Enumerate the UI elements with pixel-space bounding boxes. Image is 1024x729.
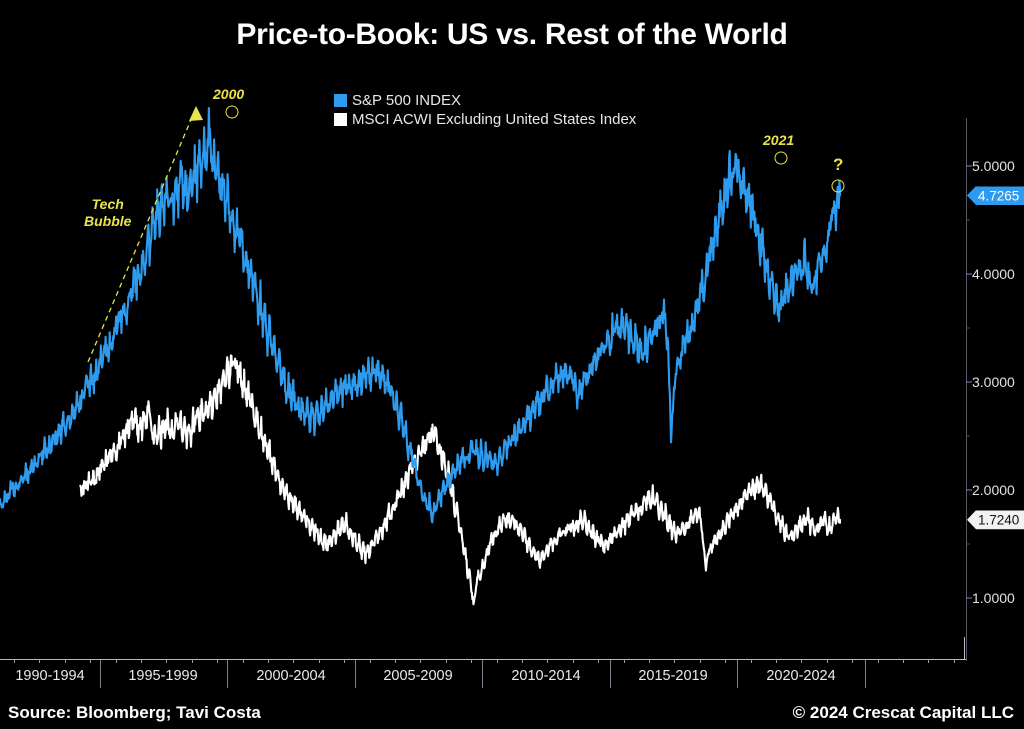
tech-bubble-line2: Bubble bbox=[84, 213, 132, 229]
x-tick-minor bbox=[903, 659, 904, 663]
sp500-current-value: 4.7265 bbox=[967, 186, 1024, 206]
x-tick-minor bbox=[293, 659, 295, 663]
x-tick-minor bbox=[522, 659, 523, 663]
x-tick-minor bbox=[318, 659, 320, 663]
x-axis-label-4: 2010-2014 bbox=[511, 668, 581, 684]
x-tick-minor bbox=[268, 659, 269, 663]
x-tick-minor bbox=[90, 659, 92, 663]
y-tick-mark bbox=[966, 273, 972, 275]
x-tick-minor bbox=[115, 659, 117, 663]
x-tick-minor bbox=[674, 659, 676, 663]
tech-bubble-annotation: Tech Bubble bbox=[84, 196, 131, 230]
x-axis-separator bbox=[865, 660, 866, 688]
x-axis-separator bbox=[355, 660, 356, 688]
x-tick-minor bbox=[39, 659, 41, 663]
series-line-acwi-ex-us bbox=[79, 354, 842, 606]
x-axis-separator bbox=[610, 660, 611, 688]
x-axis-separator bbox=[737, 660, 738, 688]
x-tick-minor bbox=[344, 659, 346, 663]
question-mark-label: ? bbox=[833, 155, 844, 174]
x-tick-minor bbox=[395, 659, 396, 663]
x-tick-minor bbox=[64, 659, 66, 663]
year-2000-label: 2000 bbox=[213, 86, 245, 102]
x-axis-separator bbox=[482, 660, 483, 688]
x-axis-label-3: 2005-2009 bbox=[383, 668, 453, 684]
year-2000-marker-icon bbox=[225, 105, 239, 119]
x-tick-minor bbox=[649, 659, 650, 663]
x-tick-minor bbox=[953, 659, 955, 663]
x-tick-minor bbox=[623, 659, 625, 663]
legend-label-sp500: S&P 500 INDEX bbox=[352, 92, 461, 109]
acwi-ex-us-current-value: 1.7240 bbox=[967, 510, 1024, 530]
legend-swatch-sp500 bbox=[334, 94, 347, 107]
y-tick-label: 3.0000 bbox=[972, 374, 1015, 390]
x-tick-minor bbox=[242, 659, 244, 663]
x-tick-minor bbox=[776, 659, 777, 663]
y-tick-label: 5.0000 bbox=[972, 158, 1015, 174]
y-axis-line bbox=[966, 118, 967, 661]
x-axis-separator bbox=[100, 660, 101, 688]
year-2021-label: 2021 bbox=[763, 132, 795, 148]
x-axis-line bbox=[0, 659, 966, 661]
x-tick-minor bbox=[877, 659, 879, 663]
x-axis: 1990-1994 1995-1999 2000-2004 2005-2009 2010… bbox=[0, 637, 984, 705]
x-axis-label-2: 2000-2004 bbox=[256, 668, 326, 684]
x-tick-minor bbox=[725, 659, 727, 663]
y-tick-mark bbox=[966, 165, 972, 167]
x-tick-minor bbox=[14, 659, 15, 663]
year-2021-marker-icon bbox=[774, 151, 788, 165]
plot-area bbox=[0, 107, 842, 606]
x-tick-minor bbox=[826, 659, 828, 663]
x-tick-minor bbox=[141, 659, 142, 663]
source-caption: Source: Bloomberg; Tavi Costa bbox=[8, 703, 261, 722]
y-axis: 1.0000 2.0000 3.0000 4.0000 5.0000 4.7265 1.7… bbox=[966, 0, 1024, 661]
legend-label-acwi-ex-us: MSCI ACWI Excluding United States Index bbox=[352, 111, 637, 128]
y-tick-mark bbox=[966, 489, 972, 491]
y-tick-minor bbox=[966, 327, 970, 329]
y-tick-minor bbox=[966, 435, 970, 437]
y-tick-minor bbox=[966, 543, 970, 545]
x-axis-label-0: 1990-1994 bbox=[15, 668, 85, 684]
x-tick-minor bbox=[801, 659, 803, 663]
x-tick-minor bbox=[166, 659, 168, 663]
x-axis-label-1: 1995-1999 bbox=[128, 668, 198, 684]
y-tick-minor bbox=[966, 219, 970, 221]
x-tick-minor bbox=[928, 659, 930, 663]
legend-item-acwi-ex-us: MSCI ACWI Excluding United States Index bbox=[334, 110, 636, 129]
x-axis-right-cap bbox=[964, 637, 966, 660]
legend-item-sp500: S&P 500 INDEX bbox=[334, 91, 636, 110]
x-tick-minor bbox=[852, 659, 854, 663]
x-tick-minor bbox=[572, 659, 574, 663]
y-tick-label: 1.0000 bbox=[972, 590, 1015, 606]
x-tick-minor bbox=[547, 659, 549, 663]
x-axis-label-6: 2020-2024 bbox=[766, 668, 836, 684]
legend-swatch-acwi-ex-us bbox=[334, 113, 347, 126]
question-mark-marker-icon bbox=[831, 179, 845, 193]
y-tick-mark bbox=[966, 597, 972, 599]
page-title: Price-to-Book: US vs. Rest of the World bbox=[236, 18, 788, 51]
y-tick-label: 2.0000 bbox=[972, 482, 1015, 498]
x-tick-minor bbox=[496, 659, 498, 663]
chart-legend: S&P 500 INDEX MSCI ACWI Excluding United… bbox=[334, 91, 636, 129]
series-line-sp500 bbox=[0, 107, 842, 524]
x-tick-minor bbox=[750, 659, 752, 663]
x-axis-separator bbox=[227, 660, 228, 688]
x-tick-minor bbox=[445, 659, 447, 663]
x-tick-minor bbox=[598, 659, 600, 663]
tech-bubble-line1: Tech bbox=[91, 196, 124, 212]
series-canvas bbox=[0, 107, 842, 606]
x-tick-minor bbox=[699, 659, 701, 663]
x-axis-label-5: 2015-2019 bbox=[638, 668, 708, 684]
x-tick-minor bbox=[471, 659, 473, 663]
copyright-caption: © 2024 Crescat Capital LLC bbox=[792, 703, 1014, 722]
x-tick-minor bbox=[420, 659, 422, 663]
y-tick-label: 4.0000 bbox=[972, 266, 1015, 282]
x-tick-minor bbox=[369, 659, 371, 663]
x-tick-minor bbox=[217, 659, 219, 663]
x-tick-minor bbox=[191, 659, 193, 663]
y-tick-mark bbox=[966, 381, 972, 383]
